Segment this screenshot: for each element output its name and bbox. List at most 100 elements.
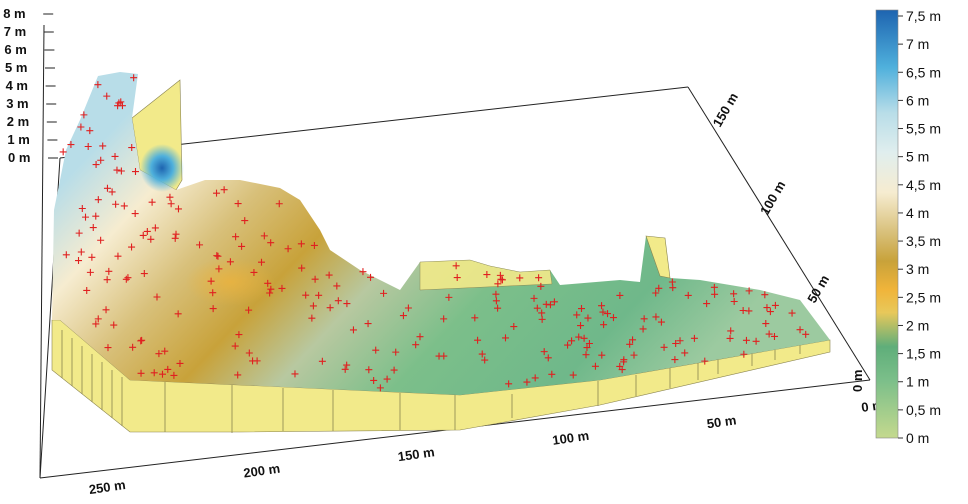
sample-marker [120,202,128,210]
sample-marker [598,351,606,359]
z-tick-label: 6 m [4,42,26,57]
sample-marker [94,196,102,204]
y-tick-label: 150 m [710,90,741,129]
sample-marker [600,321,608,329]
sample-marker [209,289,217,297]
sample-marker [745,287,753,295]
sample-marker [770,332,778,340]
z-tick-label: 8 m [3,6,25,21]
sample-marker [711,290,719,298]
sample-marker [538,309,546,317]
colorbar-tick-label: 7 m [906,36,929,52]
z-tick-label: 2 m [7,114,29,129]
sample-marker [298,264,306,272]
z-tick-label: 5 m [5,60,27,75]
sample-marker [147,235,155,243]
sample-marker [730,298,738,306]
sample-marker [174,310,182,318]
sample-marker [796,326,804,334]
sample-marker [59,148,67,156]
sample-marker [343,300,351,308]
colorbar-tick-label: 5 m [906,149,929,165]
colorbar-tick-label: 3,5 m [906,233,941,249]
sample-marker [99,142,107,150]
sample-marker [111,152,119,160]
sample-marker [505,380,513,388]
sample-marker [609,314,617,322]
sample-marker [267,239,275,247]
sample-marker [215,265,223,273]
sample-marker [267,285,275,293]
sample-marker [762,320,770,328]
sample-marker [148,198,156,206]
sample-marker [501,334,509,342]
sample-marker [88,253,96,261]
sample-marker [291,370,299,378]
sample-marker [494,304,502,312]
sample-marker [531,374,539,382]
colorbar-tick-label: 6 m [906,92,929,108]
sample-marker [131,210,139,218]
sample-marker [550,298,558,306]
sample-marker [655,284,663,292]
sample-marker [380,289,388,297]
sample-marker [416,333,424,341]
sample-marker [124,274,132,282]
sample-marker [253,357,261,365]
sample-marker [234,371,242,379]
sample-marker [315,291,323,299]
sample-marker [583,344,591,352]
sample-marker [376,384,384,392]
sample-marker [94,81,102,89]
sample-marker [264,279,272,287]
sample-marker [591,362,599,370]
sample-marker [598,302,606,310]
sample-marker [626,340,634,348]
sample-marker [213,189,221,197]
sample-marker [684,291,692,299]
sample-marker [481,356,489,364]
sample-marker [84,143,92,151]
sample-marker [118,102,126,110]
sample-marker [582,351,590,359]
sample-marker [297,240,305,248]
sample-marker [672,340,680,348]
sample-markers [59,74,810,392]
sample-marker [629,336,637,344]
sample-marker [112,200,120,208]
sample-marker [496,271,504,279]
sample-marker [802,330,810,338]
sample-marker [390,366,398,374]
sample-marker [113,166,121,174]
terrain-top [52,72,830,395]
sample-marker [128,243,136,251]
y-tick-label: 0 m [850,370,865,392]
sample-marker [364,320,372,328]
sample-marker [172,230,180,238]
sample-marker [370,376,378,384]
sample-marker [77,123,85,131]
sample-marker [139,231,147,239]
warm-highlight [185,258,275,306]
sample-marker [130,74,138,82]
sample-marker [618,366,626,374]
sample-marker [604,310,612,318]
sample-marker [568,337,576,345]
sample-marker [86,268,94,276]
x-tick-label: 100 m [551,428,590,448]
sample-marker [671,356,679,364]
sample-marker [392,348,400,356]
sample-marker [523,378,531,386]
z-tick-label: 7 m [4,24,26,39]
sample-marker [540,348,548,356]
sample-marker [122,275,130,283]
sample-marker [530,294,538,302]
sample-marker [94,315,102,323]
sample-marker [765,330,773,338]
sample-marker [399,312,407,320]
sample-marker [326,304,334,312]
sample-marker [730,290,738,298]
sample-marker [535,274,543,282]
sample-marker [727,327,735,335]
box-edge-left-vertical [39,24,45,479]
